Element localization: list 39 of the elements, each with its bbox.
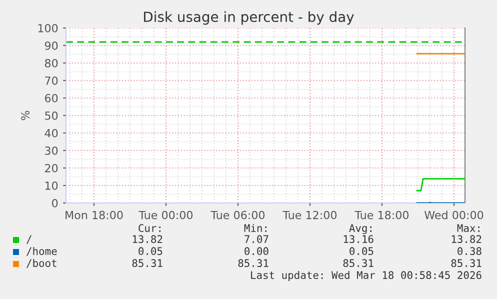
y-tick-label: 60 [45, 94, 58, 102]
text: Last update: Wed Mar 18 00:58:45 2026 [251, 270, 482, 282]
chart-title: Disk usage in percent - by day [144, 11, 354, 25]
text: 85.31 [343, 259, 374, 268]
x-tick-label: Mon 18:00 [66, 210, 123, 220]
y-tick-label: 90 [44, 41, 58, 50]
y-tick-label: 80 [44, 58, 58, 68]
y-tick-label: 40 [44, 128, 58, 138]
text: 0.05 [138, 247, 162, 256]
legend-label: / [26, 235, 32, 244]
text: 13.82 [452, 235, 482, 244]
x-tick-label: Tue 18:00 [354, 210, 409, 220]
text: 0.05 [350, 247, 374, 256]
text: Min: [244, 224, 266, 232]
text: 7.07 [244, 235, 268, 244]
text: 85.31 [132, 259, 162, 268]
y-tick-label: 0 [52, 198, 58, 208]
y-tick-label: 70 [45, 76, 58, 85]
y-tick-label: 10 [45, 181, 58, 190]
x-tick-label: Tue 12:00 [282, 210, 337, 220]
text: Cur: [138, 224, 160, 232]
legend-label: /home [26, 246, 57, 256]
text: 0.00 [244, 247, 268, 256]
y-tick-label: 20 [45, 164, 58, 172]
text: Max: [457, 224, 480, 232]
text: Avg: [349, 224, 372, 234]
x-tick-label: Tue 00:00 [138, 210, 193, 220]
legend-label: /boot [26, 258, 56, 268]
y-axis-title: % [21, 110, 30, 120]
y-tick-label: 100 [38, 24, 58, 32]
text: 85.31 [238, 259, 268, 268]
text: 13.16 [344, 235, 374, 244]
x-tick-label: Tue 06:00 [210, 210, 265, 220]
y-tick-label: 50 [45, 111, 58, 120]
y-tick-label: 30 [45, 146, 58, 155]
text: 0.38 [458, 247, 482, 256]
x-tick-label: Wed 00:00 [424, 210, 484, 220]
text: 85.31 [451, 259, 482, 268]
text: 13.82 [132, 235, 162, 244]
